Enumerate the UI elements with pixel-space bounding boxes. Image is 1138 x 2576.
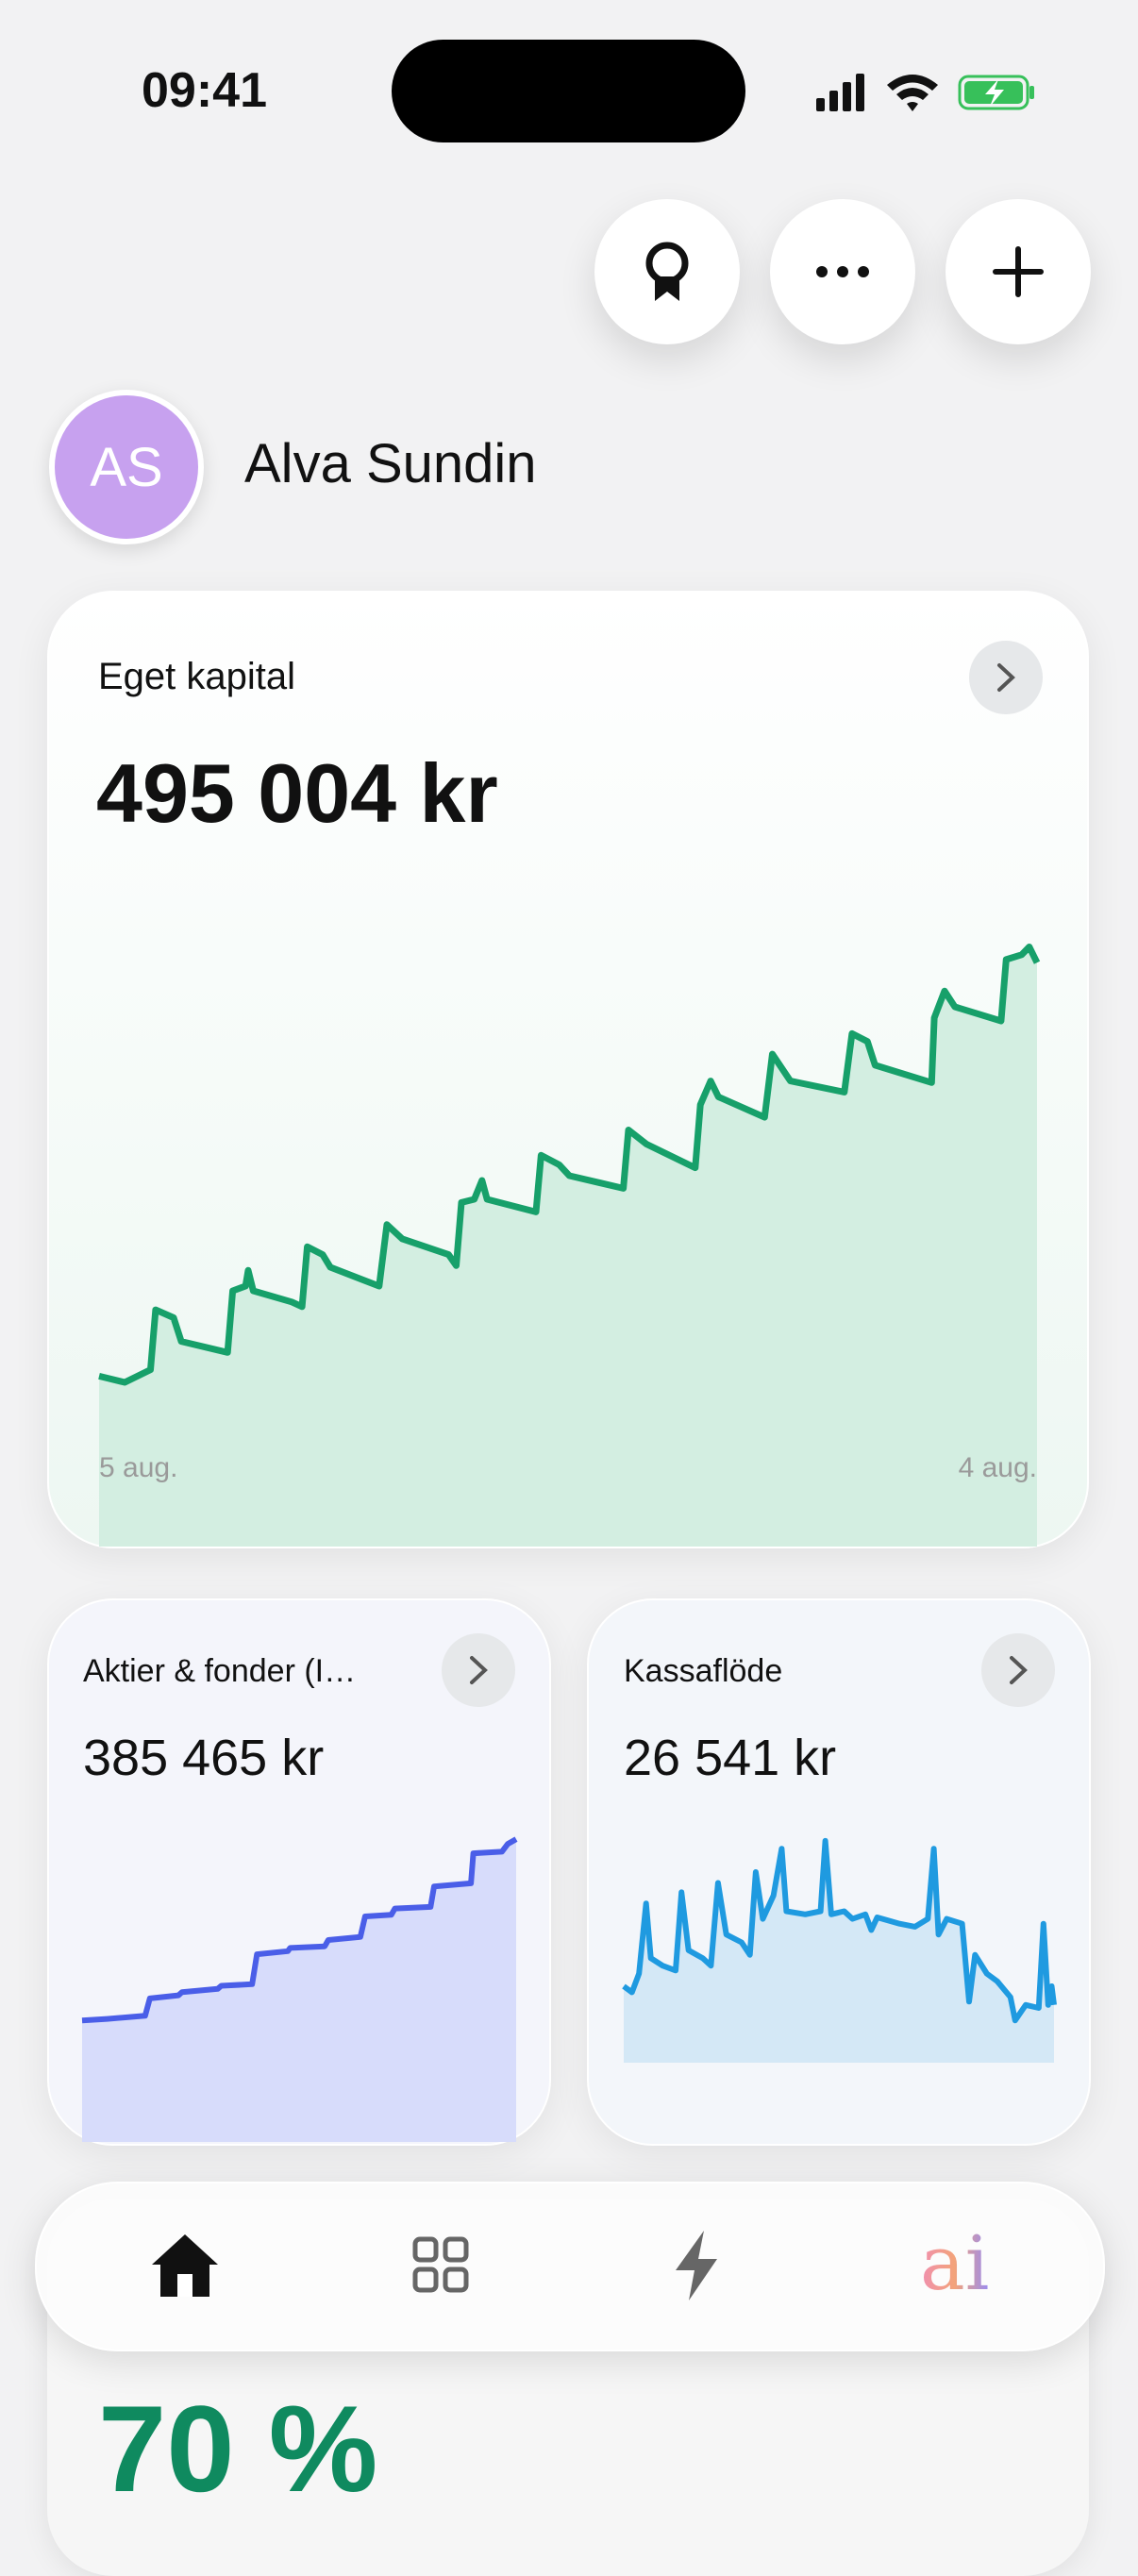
avatar[interactable]: AS [49, 390, 204, 544]
tab-bar [35, 2182, 1105, 2351]
charts: 5 aug. 4 aug. [81, 944, 1057, 2142]
open-button[interactable] [442, 1633, 515, 1707]
status-icons [816, 74, 1034, 111]
card-title: Aktier & fonder (I… [83, 1653, 357, 1689]
home-tab[interactable] [149, 2231, 221, 2299]
more-button[interactable] [770, 199, 915, 344]
dynamic-island [392, 40, 745, 142]
add-button[interactable] [946, 199, 1091, 344]
area [82, 1839, 516, 2142]
x-tick-label: 5 aug. [99, 1452, 177, 1483]
ai-tab[interactable]: ai [920, 2219, 990, 2307]
area [99, 946, 1037, 1547]
open-button[interactable] [969, 641, 1043, 714]
card-value: 26 541 kr [624, 1730, 837, 1786]
card-title: Eget kapital [98, 656, 296, 697]
line [81, 1836, 518, 2024]
area [624, 1840, 1054, 2063]
page: 09:41 AS Alva Sundin Eget kapital 495 00… [35, 40, 1105, 2517]
overview-tab[interactable] [412, 2236, 469, 2293]
actions-tab[interactable] [672, 2229, 721, 2302]
open-button[interactable] [981, 1633, 1055, 1707]
profile-name: Alva Sundin [244, 433, 537, 494]
card-value: 385 465 kr [83, 1730, 325, 1786]
status-time: 09:41 [142, 63, 267, 118]
line [98, 944, 1041, 1386]
awards-button[interactable] [594, 199, 740, 344]
card-value: 495 004 kr [96, 746, 498, 840]
x-tick-label: 4 aug. [959, 1452, 1037, 1483]
line [622, 1837, 1057, 2024]
card-title: Kassaflöde [624, 1653, 783, 1689]
